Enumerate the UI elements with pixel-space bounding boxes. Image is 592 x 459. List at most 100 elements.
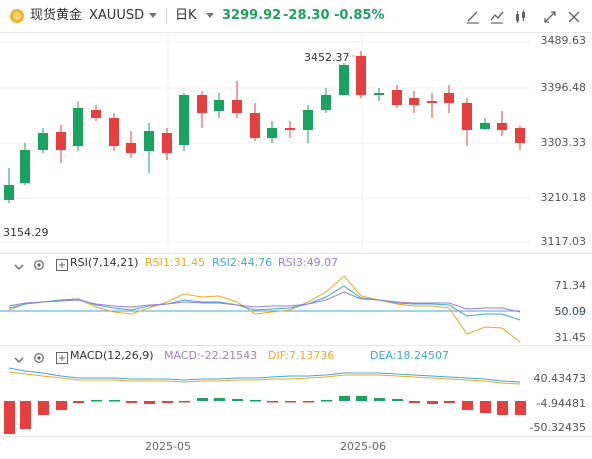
macd-title: MACD(12,26,9) xyxy=(70,349,154,362)
price-change-percent: -0.85% xyxy=(334,8,385,23)
low-label: 3154.29 xyxy=(3,226,49,239)
candle-body xyxy=(427,101,437,103)
candle-body xyxy=(56,132,66,150)
collapse-icon[interactable] xyxy=(14,350,24,369)
dif-line xyxy=(8,371,521,385)
macd-bar xyxy=(126,401,137,403)
macd-bar xyxy=(267,401,278,403)
macd-value: MACD:-22.21543 xyxy=(164,349,258,362)
macd-bar xyxy=(56,401,67,410)
candle-body xyxy=(214,100,224,111)
rsi-lines xyxy=(0,275,521,343)
candle-body xyxy=(444,93,454,103)
panel-divider xyxy=(0,345,592,346)
dea-value: DEA:18.24507 xyxy=(370,349,449,362)
macd-bar xyxy=(250,400,261,402)
caret-down-icon[interactable] xyxy=(146,7,160,25)
macd-bar xyxy=(444,401,455,403)
macd-lines xyxy=(8,367,521,385)
macd-bar xyxy=(303,401,314,403)
candle-body xyxy=(267,128,277,138)
rsi-title: RSI(7,14,21) xyxy=(70,256,139,269)
macd-bar xyxy=(480,401,491,413)
macd-bar xyxy=(4,401,15,434)
symbol-code[interactable]: XAUUSD xyxy=(89,8,145,23)
macd-bar xyxy=(374,398,385,401)
macd-axis-label: 40.43473 xyxy=(533,372,587,385)
candle-body xyxy=(232,100,242,113)
macd-bar xyxy=(462,401,473,410)
gear-icon[interactable] xyxy=(33,349,45,368)
symbol-name[interactable]: 现货黄金 xyxy=(30,8,83,23)
candle-style-icon[interactable] xyxy=(512,8,530,26)
price-axis-label: 3210.18 xyxy=(540,191,587,204)
candle-body xyxy=(250,113,260,138)
candle-body xyxy=(126,143,136,153)
candle-body xyxy=(515,128,525,143)
macd-bar xyxy=(20,401,31,429)
x-axis-line xyxy=(0,436,592,437)
macd-bar xyxy=(515,401,526,415)
macd-header: MACD(12,26,9) MACD:-22.21543 DIF:7.13736… xyxy=(0,349,592,365)
price-axis-label: 3396.48 xyxy=(540,81,587,94)
interval-selector[interactable]: 日K xyxy=(175,8,197,23)
candle-body xyxy=(91,110,101,118)
candle-body xyxy=(409,98,419,105)
macd-bar xyxy=(197,398,208,401)
close-icon[interactable] xyxy=(565,8,583,26)
macd-bar xyxy=(356,396,367,401)
rsi3-value: RSI3:49.07 xyxy=(278,256,339,269)
candle-body xyxy=(20,150,30,183)
macd-chart[interactable] xyxy=(0,366,592,436)
candle-body xyxy=(392,90,402,105)
candle-body xyxy=(144,131,154,151)
rsi2-line xyxy=(8,285,521,321)
price-axis-label: 3117.03 xyxy=(540,235,587,248)
indicator-icon[interactable] xyxy=(488,8,506,26)
candlestick-chart[interactable]: 3452.37 3154.29 xyxy=(0,33,592,251)
expand-icon[interactable] xyxy=(56,349,68,368)
price-change: -28.30 xyxy=(283,8,330,23)
interval-caret-icon[interactable] xyxy=(203,7,217,25)
rsi-header: RSI(7,14,21) RSI1:31.45 RSI2:44.76 RSI3:… xyxy=(0,256,592,272)
candle-body xyxy=(4,185,14,200)
candle-body xyxy=(356,56,366,95)
x-axis-label: 2025-05 xyxy=(145,440,191,453)
macd-bar xyxy=(427,401,438,404)
rsi1-value: RSI1:31.45 xyxy=(145,256,206,269)
candle-body xyxy=(374,93,384,95)
fullscreen-icon[interactable] xyxy=(541,8,559,26)
candle-body xyxy=(321,95,331,110)
macd-axis-label: -50.32435 xyxy=(529,421,586,434)
macd-bar xyxy=(214,398,225,401)
candle-body xyxy=(303,110,313,130)
collapse-icon[interactable] xyxy=(14,257,24,276)
gear-icon[interactable] xyxy=(33,256,45,275)
expand-icon[interactable] xyxy=(56,256,68,275)
candle-body xyxy=(162,133,172,153)
rsi2-value: RSI2:44.76 xyxy=(212,256,273,269)
rsi-chart[interactable] xyxy=(0,272,592,344)
rsi3-line xyxy=(8,291,521,313)
panel-divider xyxy=(0,253,592,254)
rsi-axis-label: 50.00 xyxy=(554,305,587,318)
macd-bar xyxy=(73,401,84,403)
macd-bar xyxy=(162,401,173,403)
drawing-tool-icon[interactable] xyxy=(464,8,482,26)
macd-bar xyxy=(497,401,508,415)
macd-bar xyxy=(91,400,102,402)
macd-bar xyxy=(409,401,420,403)
candles xyxy=(4,51,525,203)
price-axis-label: 3489.63 xyxy=(540,34,587,47)
candle-body xyxy=(462,103,472,130)
price-axis-label: 3303.33 xyxy=(540,136,587,149)
dif-value: DIF:7.13736 xyxy=(268,349,335,362)
macd-bar xyxy=(109,400,120,402)
candle-body xyxy=(197,95,207,113)
high-label: 3452.37 xyxy=(304,51,350,64)
rsi1-line xyxy=(8,275,521,343)
candle-body xyxy=(73,108,83,146)
dea-line xyxy=(8,367,521,383)
x-axis-label: 2025-06 xyxy=(340,440,386,453)
candle-body xyxy=(179,95,189,145)
